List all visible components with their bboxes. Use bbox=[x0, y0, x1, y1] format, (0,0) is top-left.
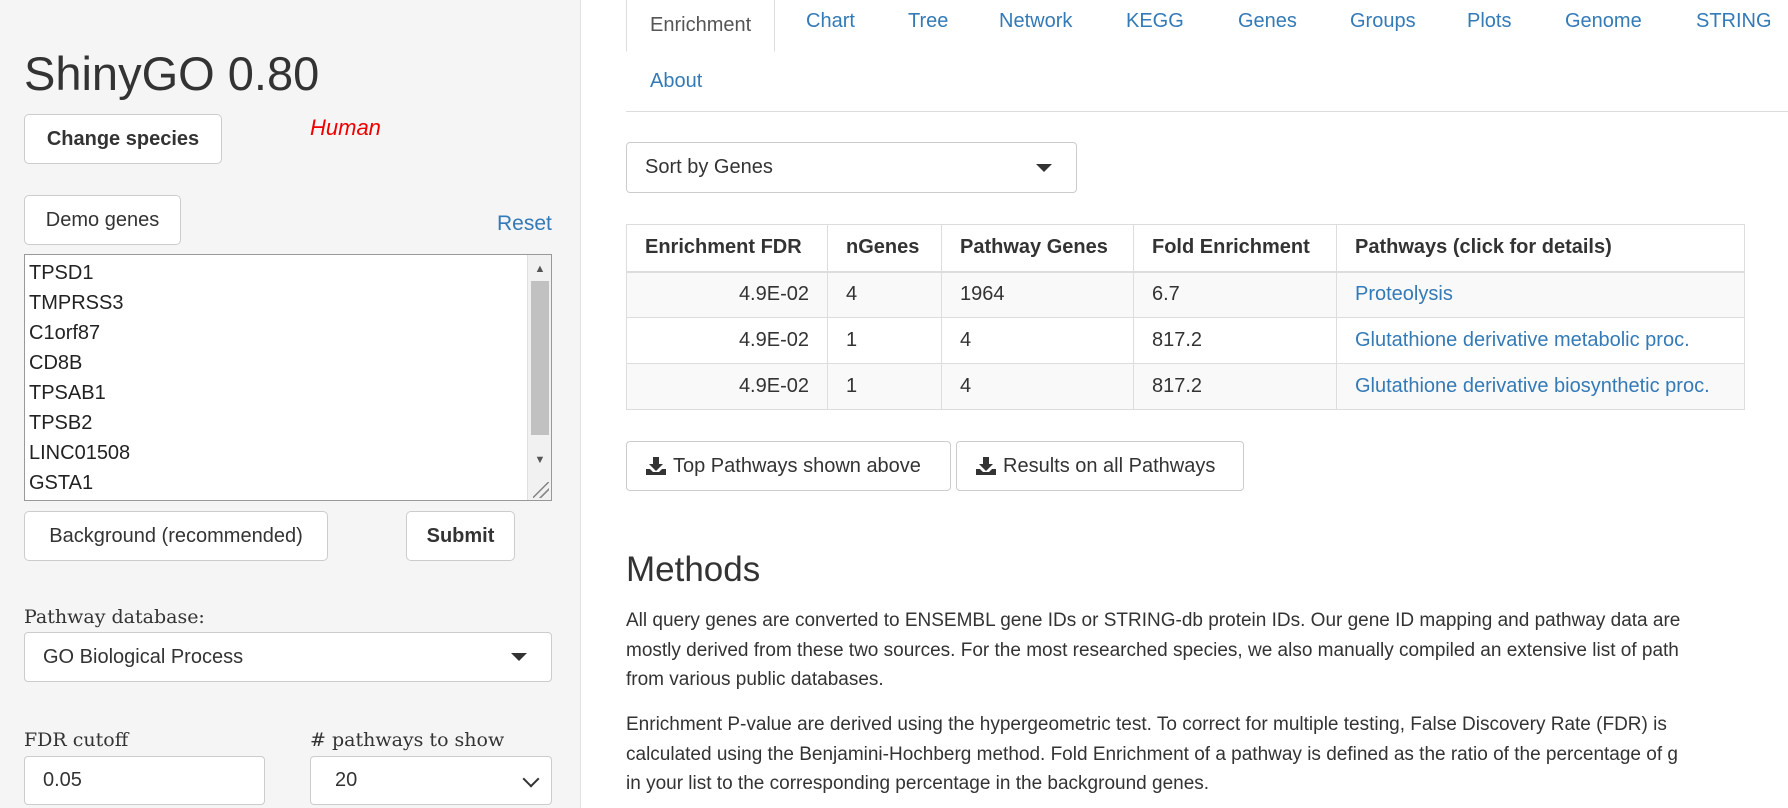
cell-fold-enrichment: 817.2 bbox=[1133, 363, 1337, 410]
table-row: 4.9E-02 1 4 817.2 Glutathione derivative… bbox=[626, 363, 1745, 410]
pathway-db-label: Pathway database: bbox=[24, 606, 205, 628]
change-species-button[interactable]: Change species bbox=[24, 114, 222, 164]
download-icon bbox=[976, 457, 996, 475]
table-row: 4.9E-02 4 1964 6.7 Proteolysis bbox=[626, 271, 1745, 318]
tab-bar: Enrichment Chart Tree Network KEGG Genes… bbox=[626, 0, 1788, 112]
scroll-thumb[interactable] bbox=[531, 281, 549, 435]
cell-ngenes: 4 bbox=[827, 271, 942, 318]
table-row: 4.9E-02 1 4 817.2 Glutathione derivative… bbox=[626, 317, 1745, 364]
gene-entry: TPSD1 bbox=[29, 262, 94, 284]
tab-enrichment[interactable]: Enrichment bbox=[626, 0, 776, 52]
cell-fdr: 4.9E-02 bbox=[626, 363, 828, 410]
gene-entry: TMPRSS3 bbox=[29, 292, 124, 314]
tab-kegg[interactable]: KEGG bbox=[1126, 10, 1184, 32]
caret-down-icon bbox=[1036, 163, 1052, 172]
caret-down-icon bbox=[511, 653, 527, 661]
tab-genome[interactable]: Genome bbox=[1565, 10, 1642, 32]
col-ngenes[interactable]: nGenes bbox=[827, 224, 942, 273]
pathway-link[interactable]: Glutathione derivative biosynthetic proc… bbox=[1355, 375, 1710, 397]
background-button[interactable]: Background (recommended) bbox=[24, 511, 328, 561]
pathway-db-select[interactable]: GO Biological Process bbox=[24, 632, 552, 682]
tab-tree[interactable]: Tree bbox=[908, 10, 949, 32]
fdr-cutoff-label: FDR cutoff bbox=[24, 729, 129, 751]
col-pathway-genes[interactable]: Pathway Genes bbox=[941, 224, 1134, 273]
cell-pathway: Proteolysis bbox=[1336, 271, 1745, 318]
table-header-row: Enrichment FDR nGenes Pathway Genes Fold… bbox=[626, 224, 1745, 273]
resize-grip-icon[interactable] bbox=[533, 482, 549, 498]
cell-fold-enrichment: 6.7 bbox=[1133, 271, 1337, 318]
cell-pathway: Glutathione derivative metabolic proc. bbox=[1336, 317, 1745, 364]
download-all-label: Results on all Pathways bbox=[1003, 454, 1216, 477]
species-label: Human bbox=[310, 115, 381, 140]
gene-list-scrollbar[interactable]: ▲ ▼ bbox=[527, 255, 551, 500]
tab-about[interactable]: About bbox=[650, 70, 703, 92]
gene-entry: CD8B bbox=[29, 352, 83, 374]
submit-button[interactable]: Submit bbox=[406, 511, 515, 561]
main-panel: Enrichment Chart Tree Network KEGG Genes… bbox=[581, 0, 1788, 808]
fdr-cutoff-input[interactable]: 0.05 bbox=[24, 756, 265, 805]
tab-string[interactable]: STRING bbox=[1696, 10, 1772, 32]
gene-entry: LINC01508 bbox=[29, 442, 131, 464]
methods-paragraph-1: All query genes are converted to ENSEMBL… bbox=[626, 610, 1681, 690]
app-title: ShinyGO 0.80 bbox=[24, 47, 320, 100]
download-all-pathways-button[interactable]: Results on all Pathways bbox=[956, 441, 1244, 491]
methods-heading: Methods bbox=[626, 550, 761, 589]
tab-chart[interactable]: Chart bbox=[806, 10, 855, 32]
gene-entry: GSTA1 bbox=[29, 472, 94, 494]
sidebar: ShinyGO 0.80 Change species Human Demo g… bbox=[0, 0, 581, 808]
gene-list: TPSD1 TMPRSS3 C1orf87 CD8B TPSAB1 TPSB2 LINC01… bbox=[29, 258, 130, 498]
cell-ngenes: 1 bbox=[827, 317, 942, 364]
cell-pathway-genes: 4 bbox=[941, 363, 1134, 410]
col-pathways[interactable]: Pathways (click for details) bbox=[1336, 224, 1745, 273]
gene-entry: TPSAB1 bbox=[29, 382, 106, 404]
gene-entry: TPSB2 bbox=[29, 412, 93, 434]
col-fold-enrichment[interactable]: Fold Enrichment bbox=[1133, 224, 1337, 273]
tab-network[interactable]: Network bbox=[999, 10, 1073, 32]
tab-plots[interactable]: Plots bbox=[1467, 10, 1512, 32]
scroll-up-arrow-icon[interactable]: ▲ bbox=[534, 263, 546, 275]
cell-fdr: 4.9E-02 bbox=[626, 317, 828, 364]
reset-link[interactable]: Reset bbox=[497, 212, 552, 235]
cell-pathway: Glutathione derivative biosynthetic proc… bbox=[1336, 363, 1745, 410]
gene-entry: C1orf87 bbox=[29, 322, 101, 344]
cell-pathway-genes: 4 bbox=[941, 317, 1134, 364]
col-enrichment-fdr[interactable]: Enrichment FDR bbox=[626, 224, 828, 273]
cell-fold-enrichment: 817.2 bbox=[1133, 317, 1337, 364]
chevron-down-icon bbox=[522, 770, 540, 787]
demo-genes-button[interactable]: Demo genes bbox=[24, 195, 181, 245]
pathway-link[interactable]: Proteolysis bbox=[1355, 283, 1453, 306]
cell-ngenes: 1 bbox=[827, 363, 942, 410]
tab-groups[interactable]: Groups bbox=[1350, 10, 1416, 32]
gene-list-textarea[interactable]: TPSD1 TMPRSS3 C1orf87 CD8B TPSAB1 TPSB2 LINC01… bbox=[24, 254, 552, 501]
tab-genes[interactable]: Genes bbox=[1238, 10, 1297, 32]
results-table: Enrichment FDR nGenes Pathway Genes Fold… bbox=[626, 224, 1745, 410]
download-top-label: Top Pathways shown above bbox=[673, 454, 921, 477]
download-icon bbox=[646, 457, 666, 475]
scroll-down-arrow-icon[interactable]: ▼ bbox=[534, 454, 546, 466]
download-top-pathways-button[interactable]: Top Pathways shown above bbox=[626, 441, 951, 491]
cell-pathway-genes: 1964 bbox=[941, 271, 1134, 318]
npathways-value: 20 bbox=[335, 769, 358, 791]
cell-fdr: 4.9E-02 bbox=[626, 271, 828, 318]
pathway-link[interactable]: Glutathione derivative metabolic proc. bbox=[1355, 329, 1690, 351]
pathway-db-value: GO Biological Process bbox=[43, 645, 244, 668]
sort-value: Sort by Genes bbox=[645, 156, 773, 178]
npathways-select[interactable]: 20 bbox=[310, 756, 552, 805]
methods-paragraph-2: Enrichment P-value are derived using the… bbox=[626, 714, 1678, 794]
npathways-label: # pathways to show bbox=[310, 729, 505, 751]
sort-select[interactable]: Sort by Genes bbox=[626, 142, 1077, 193]
